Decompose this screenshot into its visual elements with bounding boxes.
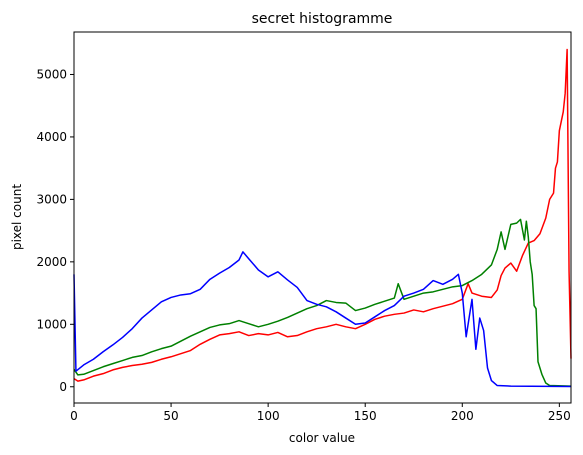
x-tick-label: 150 xyxy=(354,409,377,423)
series-line-0 xyxy=(73,48,572,382)
x-tick-label: 50 xyxy=(163,409,178,423)
y-tick-label: 1000 xyxy=(36,317,67,331)
series-layer xyxy=(73,48,572,388)
series-line-2 xyxy=(73,251,572,388)
chart-title: secret histogramme xyxy=(252,11,393,27)
y-tick-label: 5000 xyxy=(36,67,67,81)
series-line-1 xyxy=(73,218,572,387)
x-tick-label: 200 xyxy=(451,409,474,423)
y-tick-label: 2000 xyxy=(36,255,67,269)
x-axis-label: color value xyxy=(289,431,355,445)
x-tick-label: 0 xyxy=(70,409,78,423)
y-tick-label: 4000 xyxy=(36,130,67,144)
y-tick-label: 0 xyxy=(59,380,67,394)
x-tick-label: 100 xyxy=(257,409,280,423)
y-tick-label: 3000 xyxy=(36,192,67,206)
x-tick-label: 250 xyxy=(548,409,571,423)
x-axis: 0 50 100 150 200 250 xyxy=(70,403,571,423)
plot-background xyxy=(74,32,571,403)
plot-frame xyxy=(73,31,572,404)
y-axis: 0 1000 2000 3000 4000 5000 xyxy=(36,67,74,394)
y-axis-label: pixel count xyxy=(10,184,24,250)
